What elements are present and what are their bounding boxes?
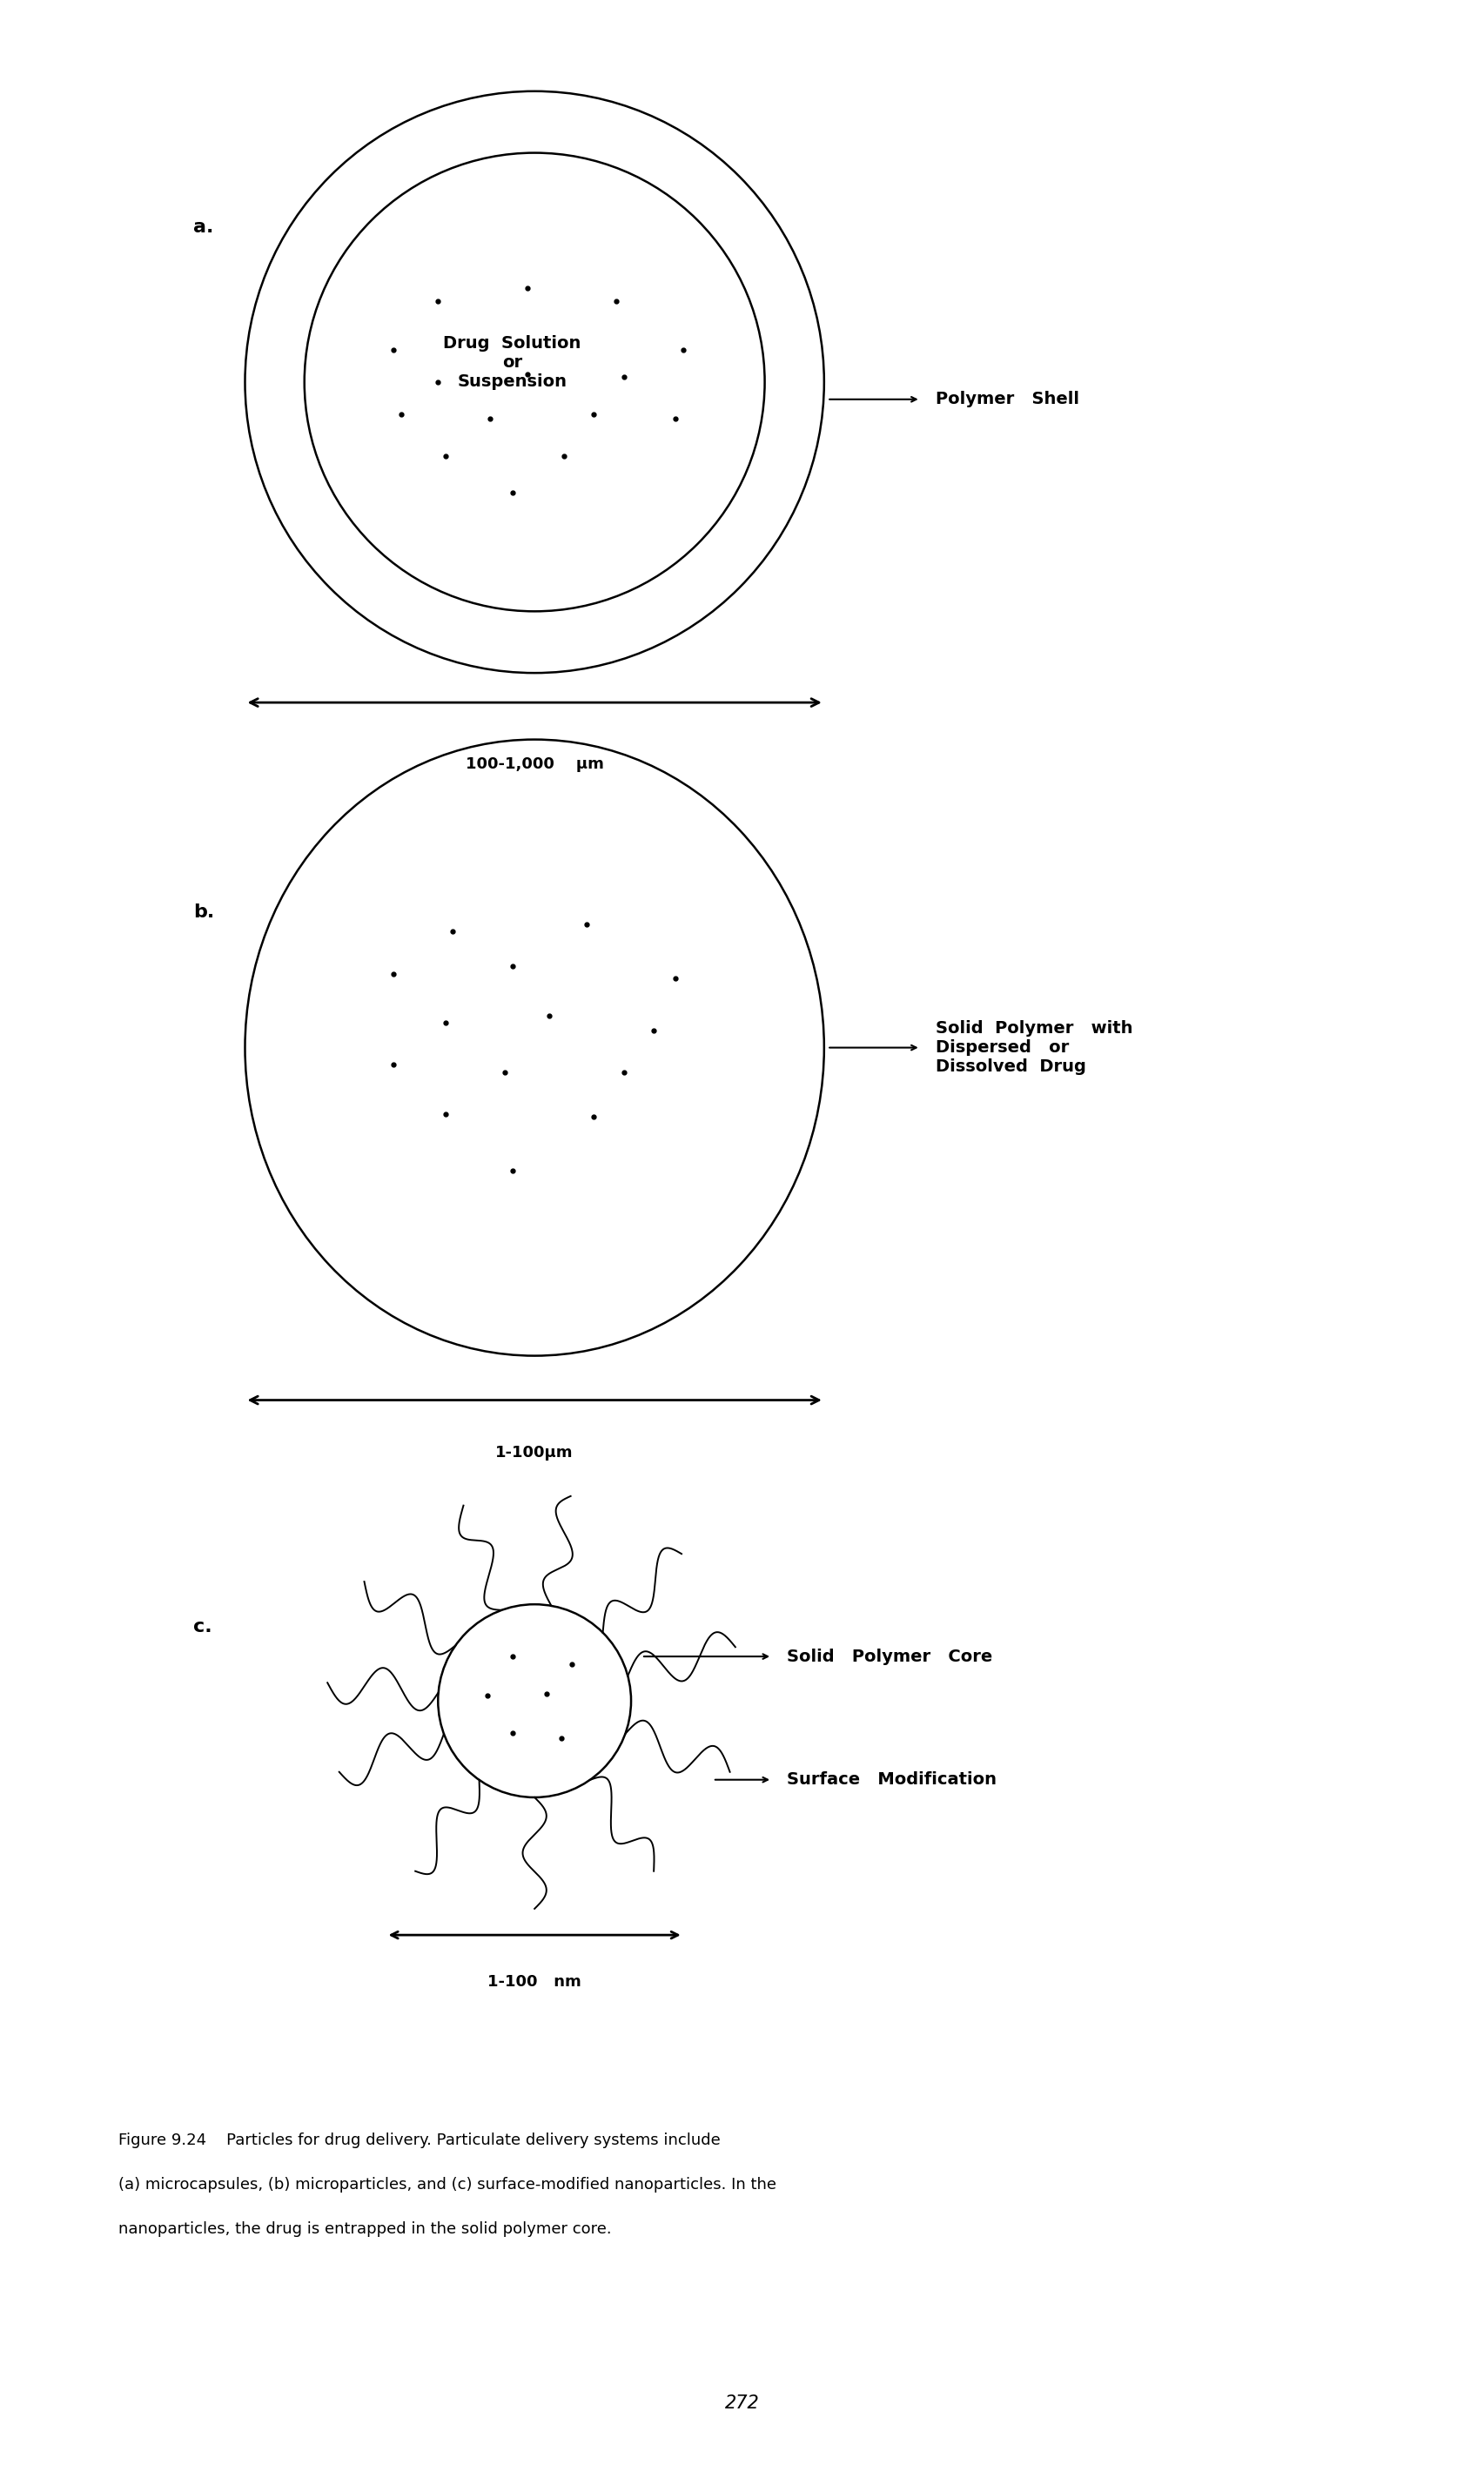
Text: c.: c. <box>193 1617 212 1637</box>
Text: 272: 272 <box>724 2394 760 2413</box>
Text: Figure 9.24    Particles for drug delivery. Particulate delivery systems include: Figure 9.24 Particles for drug delivery.… <box>119 2132 720 2147</box>
Text: Polymer   Shell: Polymer Shell <box>935 392 1079 407</box>
Text: nanoparticles, the drug is entrapped in the solid polymer core.: nanoparticles, the drug is entrapped in … <box>119 2221 611 2236</box>
Text: 1-100   nm: 1-100 nm <box>487 1974 582 1989</box>
Text: Drug  Solution
or
Suspension: Drug Solution or Suspension <box>444 335 580 389</box>
Text: a.: a. <box>193 217 214 237</box>
Text: 1-100μm: 1-100μm <box>496 1444 573 1459</box>
Text: Solid  Polymer   with
Dispersed   or
Dissolved  Drug: Solid Polymer with Dispersed or Dissolve… <box>935 1021 1132 1075</box>
Text: Surface   Modification: Surface Modification <box>787 1772 996 1787</box>
Text: 100-1,000    μm: 100-1,000 μm <box>464 757 604 772</box>
Text: b.: b. <box>193 902 214 922</box>
Text: Solid   Polymer   Core: Solid Polymer Core <box>787 1649 991 1664</box>
Text: (a) microcapsules, (b) microparticles, and (c) surface-modified nanoparticles. I: (a) microcapsules, (b) microparticles, a… <box>119 2177 776 2191</box>
